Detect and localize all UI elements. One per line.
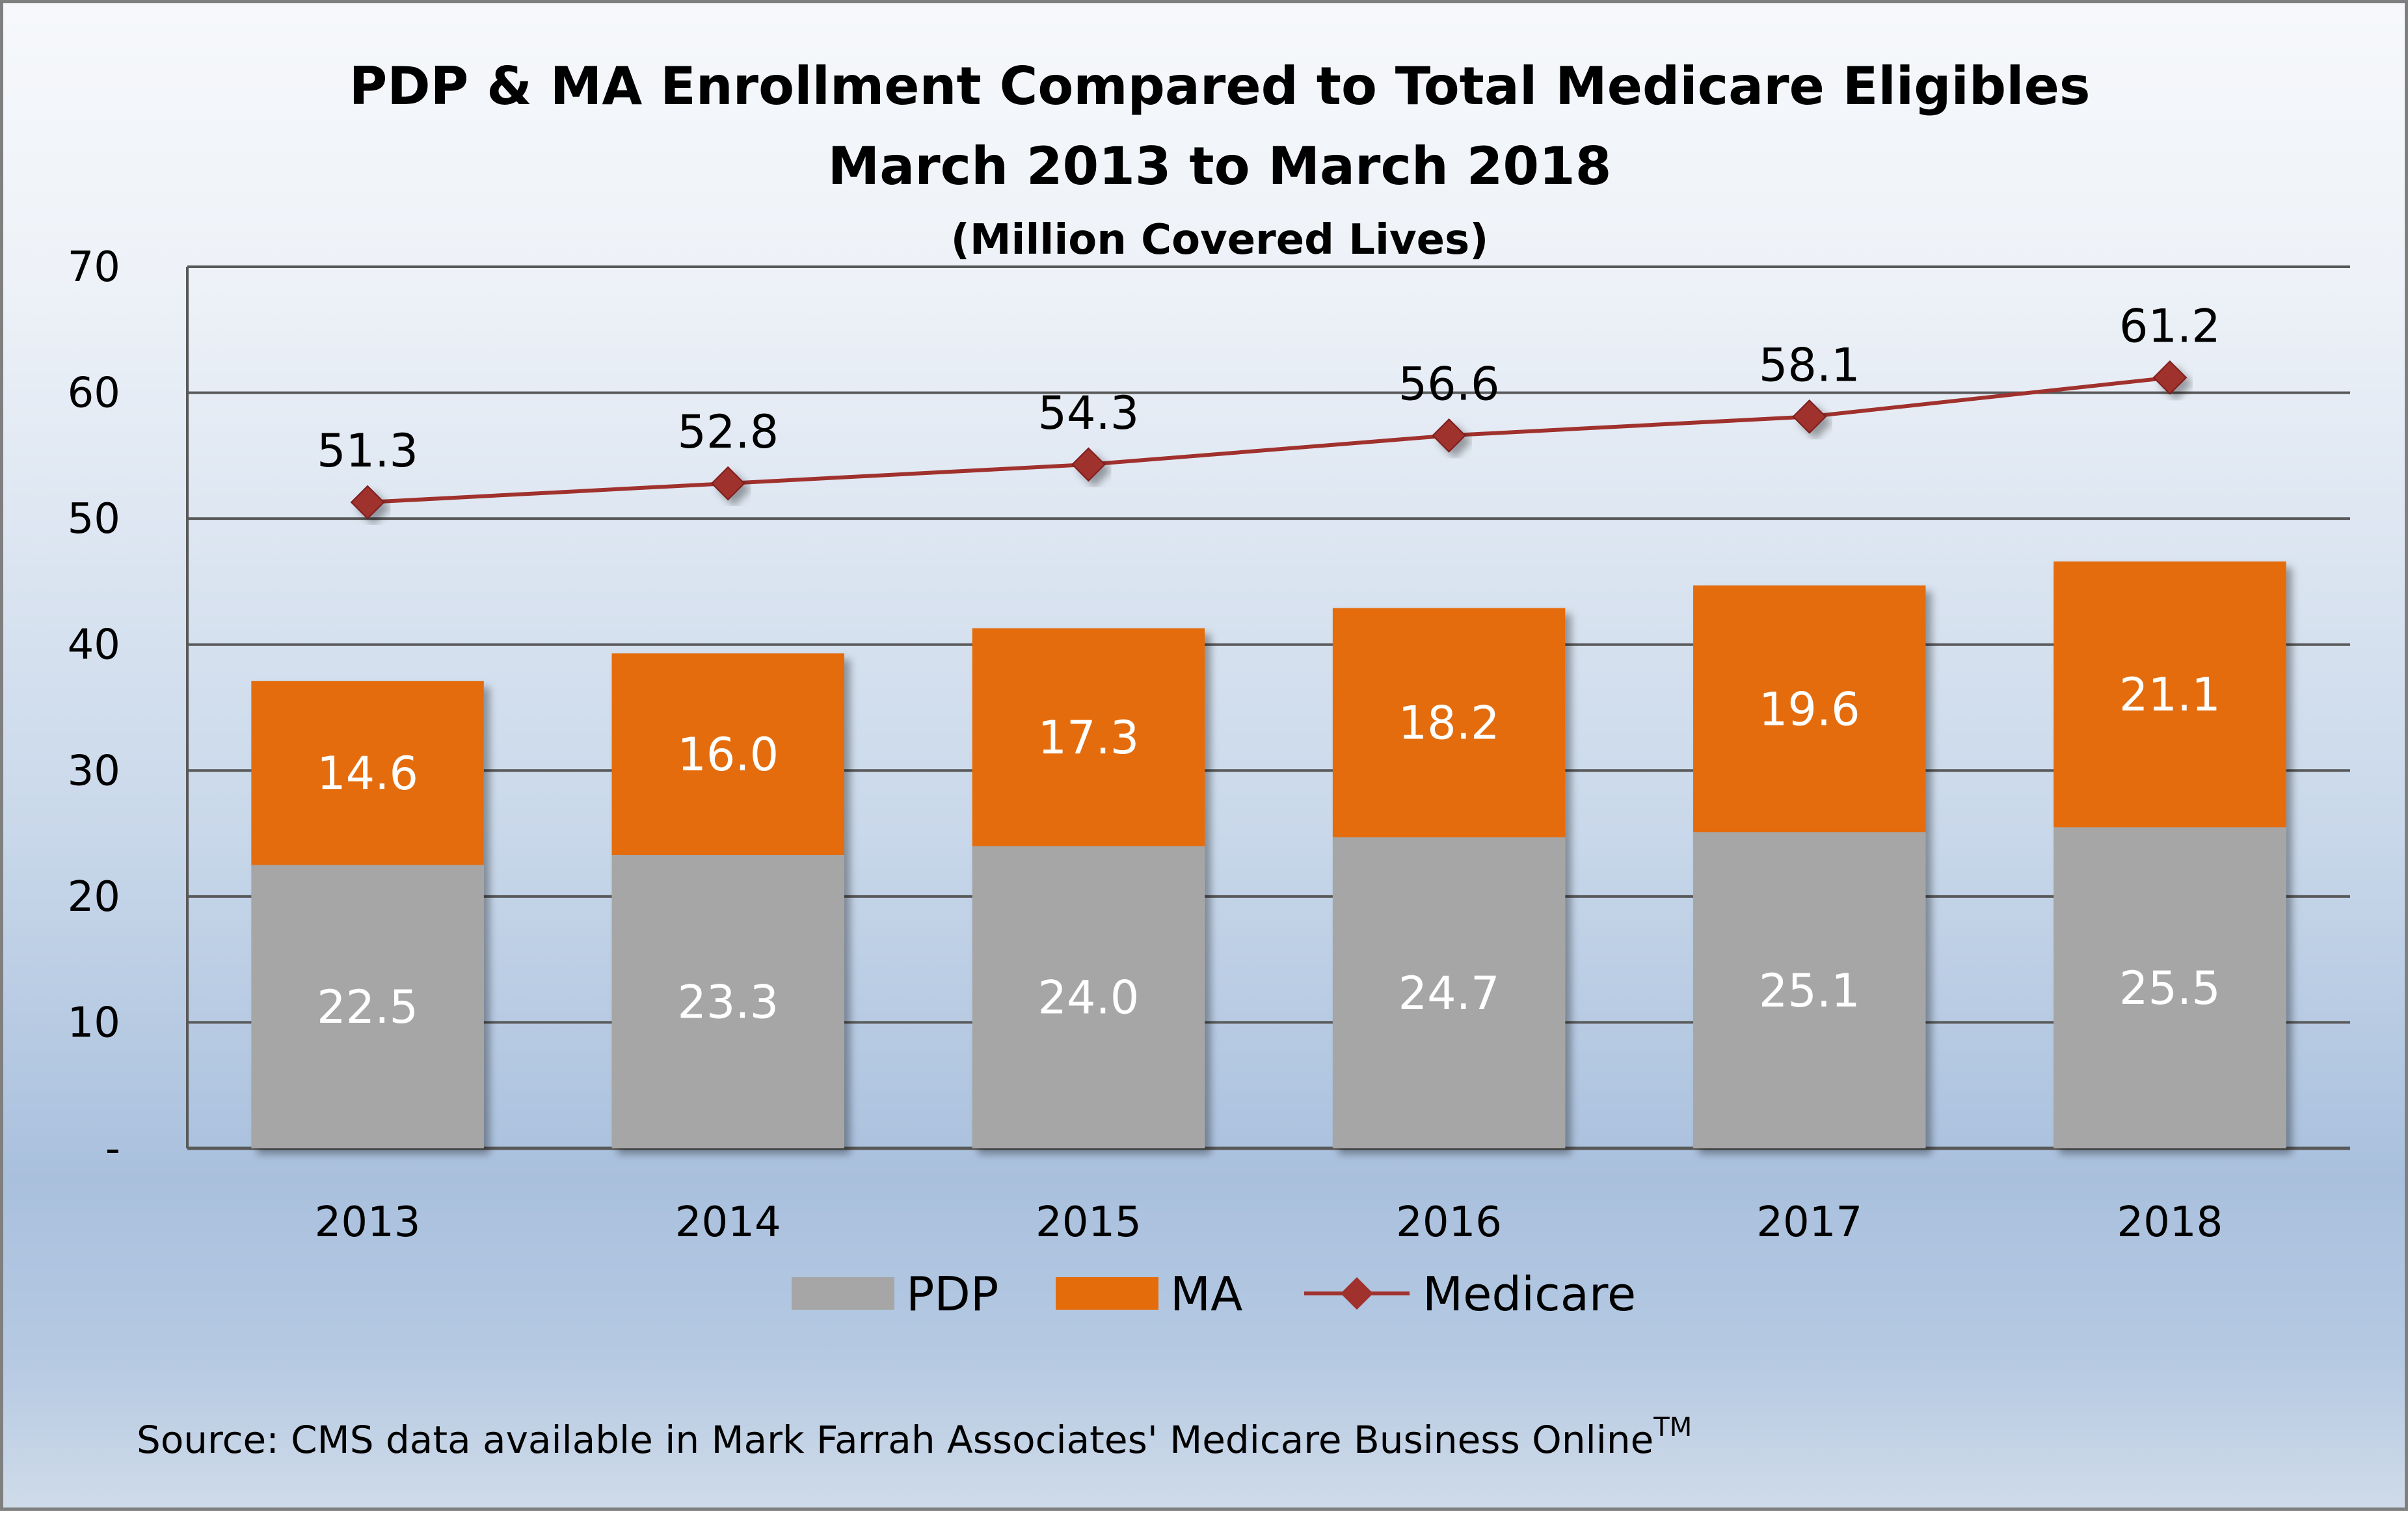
pdp-value-label: 25.1: [1759, 964, 1860, 1018]
pdp-bar: [611, 854, 844, 1148]
ma-value-label: 21.1: [2119, 668, 2221, 722]
ma-bar: [1693, 585, 1926, 833]
x-tick-label: 2016: [1396, 1198, 1502, 1247]
x-tick-label: 2015: [1036, 1198, 1142, 1247]
x-axis: 2013 2014 2015 2016 2017 2018: [315, 1198, 2223, 1247]
bar-stack: [1332, 608, 1566, 1148]
y-tick-label: 30: [68, 747, 120, 795]
medicare-marker: [1792, 399, 1827, 434]
ma-value-label: 17.3: [1037, 711, 1139, 764]
medicare-value-label: 51.3: [317, 424, 418, 478]
medicare-value-label: 61.2: [2119, 299, 2221, 353]
y-tick-label: -: [105, 1125, 120, 1173]
ma-bar: [611, 653, 844, 855]
medicare-marker: [350, 485, 385, 520]
bar-stack: [972, 628, 1205, 1148]
pdp-value-label: 23.3: [677, 975, 779, 1029]
chart-subtitle: March 2013 to March 2018: [828, 136, 1612, 196]
bar-stack: [2053, 561, 2286, 1148]
chart-unit-label: (Million Covered Lives): [951, 216, 1489, 264]
ma-bar: [2053, 561, 2286, 828]
ma-bar: [972, 628, 1205, 846]
ma-bar: [1332, 608, 1566, 837]
legend: PDP MA Medicare: [792, 1267, 1636, 1321]
ma-value-label: 14.6: [317, 747, 418, 800]
x-tick-label: 2013: [315, 1198, 421, 1247]
pdp-value-label: 24.7: [1398, 967, 1500, 1020]
y-tick-label: 10: [68, 999, 120, 1047]
medicare-value-label: 58.1: [1759, 338, 1860, 392]
medicare-line: 51.3 52.8 54.3 56.6 58.1 61.2: [317, 299, 2221, 520]
enrollment-chart: PDP & MA Enrollment Compared to Total Me…: [68, 56, 2350, 1462]
ma-value-label: 19.6: [1759, 683, 1860, 736]
ma-bar: [251, 681, 484, 865]
bars: 22.5 14.6 23.3 16.0 24.0 17.3 24.7 18.2 25.1 19.6…: [251, 561, 2286, 1148]
bar-stack: [251, 681, 484, 1148]
legend-label-ma: MA: [1170, 1267, 1242, 1321]
medicare-marker: [1432, 418, 1466, 453]
medicare-marker: [2152, 360, 2187, 395]
chart-title-group: PDP & MA Enrollment Compared to Total Me…: [349, 56, 2091, 264]
x-tick-label: 2017: [1756, 1198, 1862, 1247]
pdp-bar: [1693, 832, 1926, 1148]
source-text: Source: CMS data available in Mark Farra…: [137, 1418, 1653, 1462]
pdp-value-label: 25.5: [2119, 962, 2221, 1015]
medicare-value-label: 52.8: [677, 405, 779, 459]
pdp-bar: [1332, 837, 1566, 1148]
pdp-value-label: 24.0: [1037, 971, 1139, 1025]
pdp-bar: [2053, 827, 2286, 1148]
source-note: Source: CMS data available in Mark Farra…: [137, 1413, 1692, 1462]
y-tick-label: 20: [68, 873, 120, 921]
chart-title: PDP & MA Enrollment Compared to Total Me…: [349, 56, 2091, 116]
y-tick-label: 60: [68, 370, 120, 418]
source-superscript: TM: [1653, 1413, 1692, 1442]
y-tick-label: 70: [68, 243, 120, 291]
legend-swatch-ma: [1056, 1277, 1158, 1310]
ma-value-label: 18.2: [1398, 697, 1500, 750]
medicare-value-label: 54.3: [1037, 386, 1139, 440]
pdp-value-label: 22.5: [317, 980, 418, 1034]
ma-value-label: 16.0: [677, 728, 779, 781]
y-tick-label: 40: [68, 621, 120, 669]
legend-label-pdp: PDP: [906, 1267, 998, 1321]
legend-label-medicare: Medicare: [1423, 1267, 1636, 1321]
bar-stack: [611, 653, 844, 1148]
y-tick-label: 50: [68, 495, 120, 543]
y-axis: - 10 20 30 40 50 60 70: [68, 243, 2350, 1173]
bar-stack: [1693, 585, 1926, 1148]
pdp-bar: [251, 865, 484, 1148]
medicare-value-label: 56.6: [1398, 357, 1500, 411]
x-tick-label: 2018: [2117, 1198, 2223, 1247]
medicare-marker: [710, 466, 745, 501]
gridlines: [187, 265, 2350, 1024]
legend-swatch-pdp: [792, 1277, 894, 1310]
medicare-marker: [1071, 447, 1106, 482]
x-tick-label: 2014: [675, 1198, 781, 1247]
medicare-line-path: [367, 375, 2171, 504]
pdp-bar: [972, 846, 1205, 1148]
legend-marker-medicare: [1341, 1277, 1373, 1310]
